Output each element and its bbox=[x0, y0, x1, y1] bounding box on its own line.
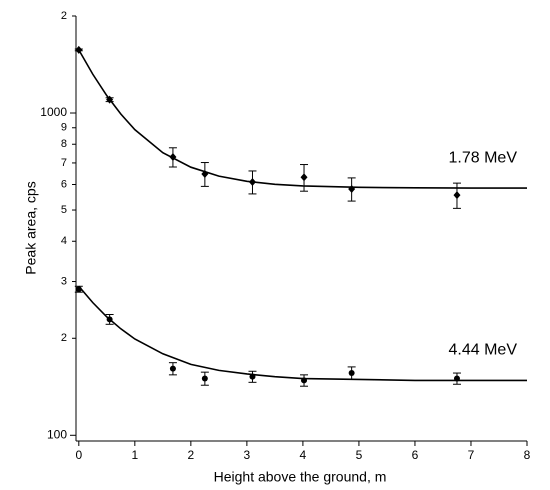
x-tick-label: 3 bbox=[244, 448, 251, 462]
y-tick-label: 9 bbox=[61, 122, 67, 134]
x-tick-label: 4 bbox=[300, 448, 307, 462]
x-tick-label: 8 bbox=[524, 448, 531, 462]
y-tick-label: 100 bbox=[47, 427, 67, 441]
y-axis-label: Peak area, cps bbox=[23, 181, 39, 274]
point bbox=[106, 316, 113, 323]
y-tick-label: 8 bbox=[61, 138, 67, 150]
point bbox=[348, 185, 356, 194]
y-tick-label: 7 bbox=[61, 157, 67, 169]
point bbox=[75, 45, 83, 54]
point bbox=[453, 191, 461, 200]
point bbox=[249, 373, 256, 380]
point bbox=[75, 286, 82, 293]
y-tick-label: 2 bbox=[61, 10, 67, 22]
fit-curve bbox=[78, 49, 527, 189]
x-tick-label: 2 bbox=[188, 448, 195, 462]
y-tick-label: 2 bbox=[61, 332, 67, 344]
point bbox=[106, 95, 114, 104]
point bbox=[169, 153, 177, 162]
point bbox=[453, 375, 460, 382]
series-label: 1.78 MeV bbox=[449, 149, 518, 166]
point bbox=[348, 370, 355, 377]
point bbox=[201, 169, 209, 178]
x-tick-label: 7 bbox=[468, 448, 475, 462]
series-label: 4.44 MeV bbox=[449, 342, 518, 359]
x-tick-label: 6 bbox=[412, 448, 419, 462]
x-tick-label: 1 bbox=[131, 448, 138, 462]
point bbox=[201, 375, 208, 382]
fit-curve bbox=[78, 285, 527, 382]
y-tick-label: 1000 bbox=[40, 105, 67, 119]
point bbox=[248, 177, 256, 186]
x-axis-label: Height above the ground, m bbox=[214, 469, 387, 485]
point bbox=[169, 365, 176, 372]
y-tick-label: 6 bbox=[61, 178, 67, 190]
y-tick-label: 5 bbox=[61, 204, 67, 216]
x-tick-label: 0 bbox=[75, 448, 82, 462]
y-tick-label: 3 bbox=[61, 275, 67, 287]
y-tick-label: 4 bbox=[61, 235, 67, 247]
point bbox=[301, 377, 308, 384]
x-tick-label: 5 bbox=[356, 448, 363, 462]
point bbox=[300, 173, 308, 182]
